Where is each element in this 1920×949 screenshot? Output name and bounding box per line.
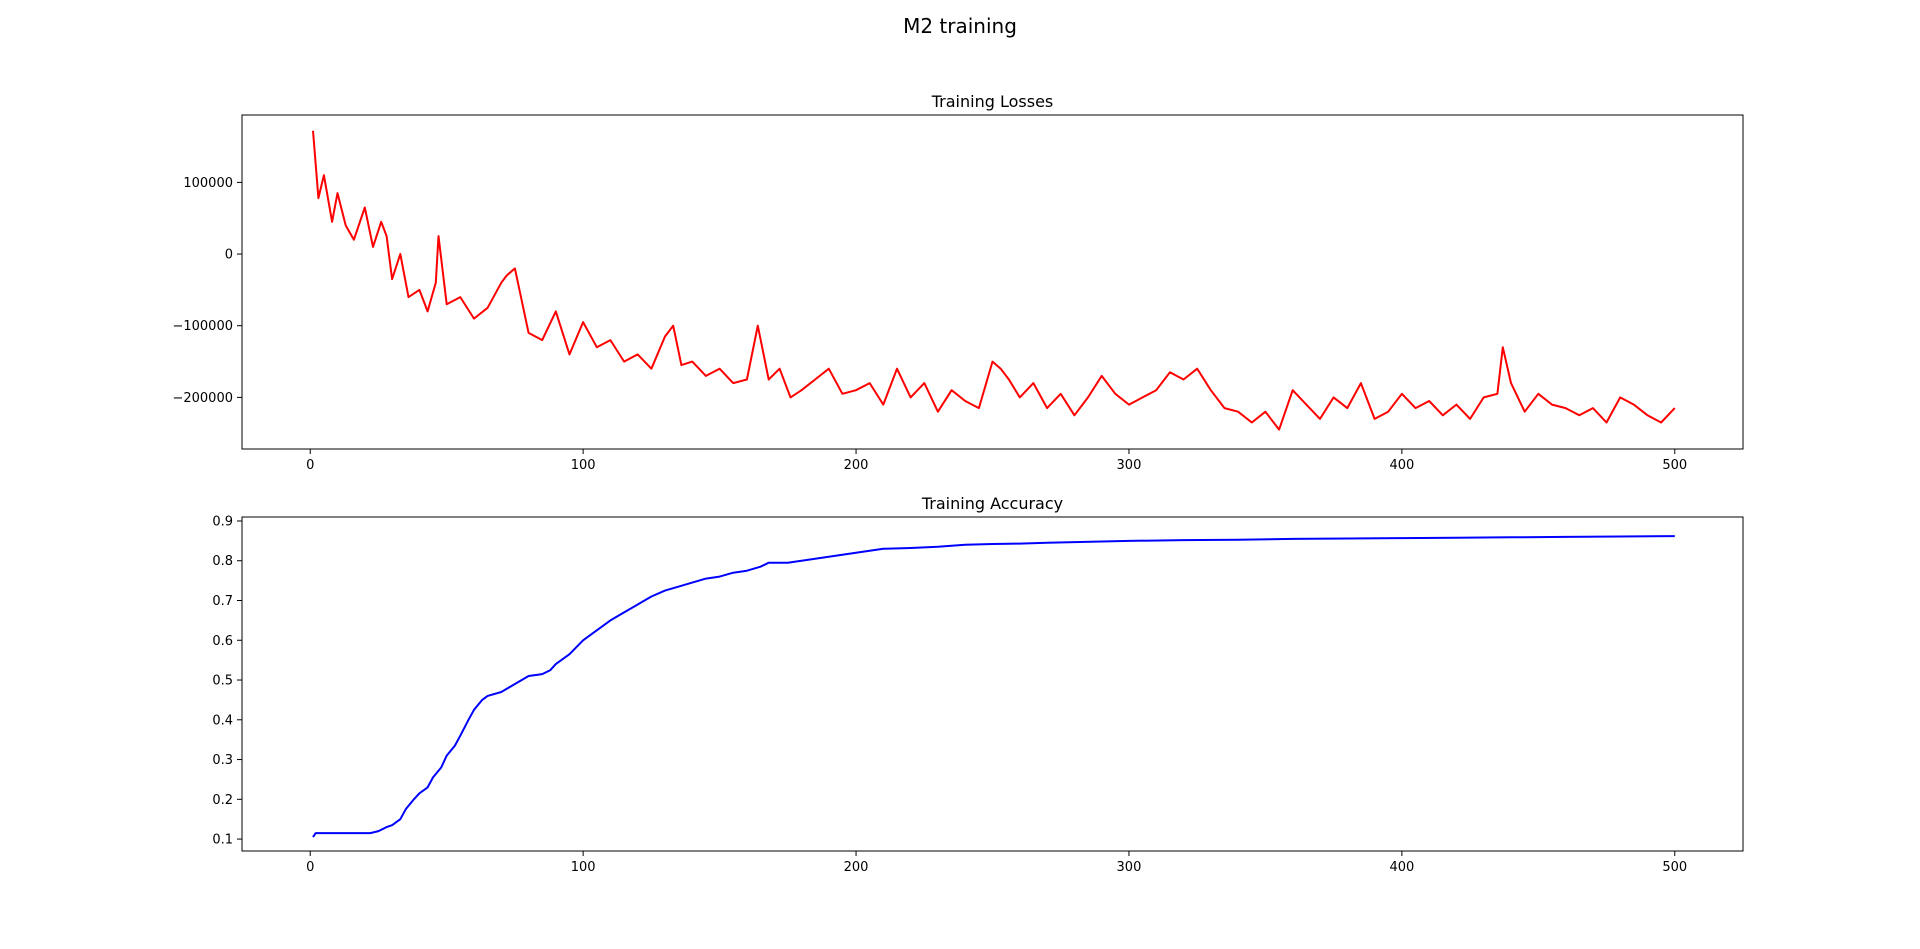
accuracy-y-tick-label: 0.7 [212,594,233,609]
accuracy-x-tick-label: 500 [1662,860,1687,875]
loss-y-tick-label: 0 [225,248,233,263]
accuracy-y-tick-label: 0.1 [212,833,233,848]
accuracy-series-line-0 [312,535,1675,838]
loss-axes-frame [241,114,1744,450]
loss-chart-title: Training Losses [931,92,1054,111]
loss-x-tick-label: 200 [844,458,869,473]
accuracy-y-tick-label: 0.6 [212,634,233,649]
accuracy-y-tick-label: 0.9 [212,514,233,529]
accuracy-y-tick-label: 0.2 [212,793,233,808]
accuracy-y-tick-label: 0.8 [212,554,233,569]
loss-x-tick-label: 300 [1117,458,1142,473]
accuracy-axes-frame [241,516,1744,852]
accuracy-x-tick-label: 0 [306,860,314,875]
loss-x-tick-label: 100 [571,458,596,473]
loss-x-tick-label: 0 [306,458,314,473]
accuracy-x-tick-label: 300 [1117,860,1142,875]
loss-y-tick-label: 100000 [183,176,233,191]
accuracy-chart-title: Training Accuracy [921,494,1063,513]
accuracy-y-tick-label: 0.5 [212,674,233,689]
accuracy-x-tick-label: 100 [571,860,596,875]
loss-y-tick-label: −200000 [172,391,233,406]
accuracy-x-tick-label: 400 [1389,860,1414,875]
loss-series-line-0 [312,130,1676,431]
figure-title: M2 training [903,14,1017,38]
loss-x-tick-label: 400 [1389,458,1414,473]
accuracy-y-tick-label: 0.3 [212,753,233,768]
loss-x-tick-label: 500 [1662,458,1687,473]
loss-y-tick-label: −100000 [172,319,233,334]
accuracy-y-tick-label: 0.4 [212,713,233,728]
accuracy-x-tick-label: 200 [844,860,869,875]
